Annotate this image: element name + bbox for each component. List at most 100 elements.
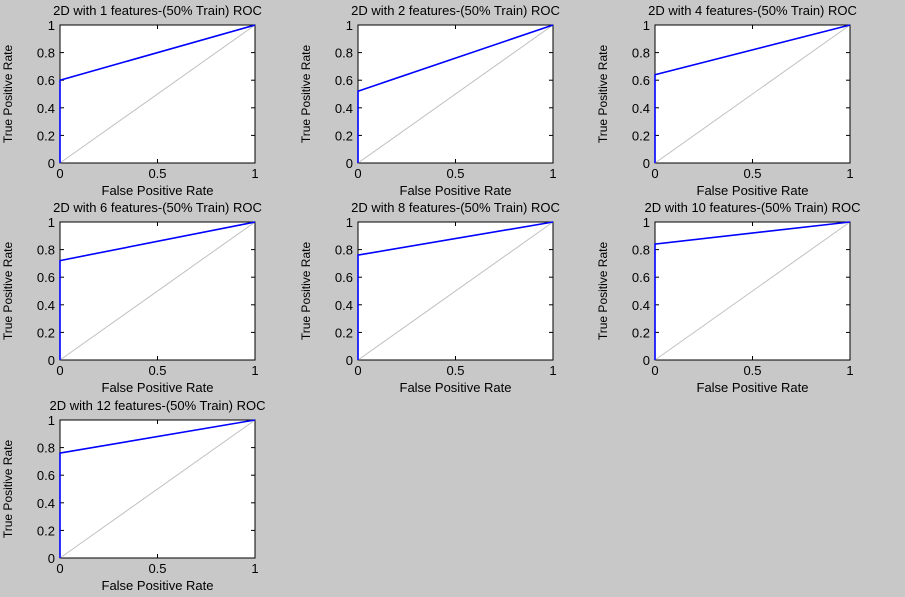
y-tick-label: 0 [346, 156, 353, 171]
x-tick-label: 0 [56, 363, 63, 378]
y-tick-label: 0.4 [632, 298, 650, 313]
x-tick-label: 0 [651, 363, 658, 378]
chart-title: 2D with 1 features-(50% Train) ROC [53, 3, 262, 18]
y-tick-label: 1 [48, 18, 55, 33]
y-tick-label: 0 [643, 353, 650, 368]
y-tick-label: 0.8 [37, 243, 55, 258]
y-tick-label: 0.4 [37, 101, 55, 116]
x-tick-label: 1 [846, 363, 853, 378]
chance-diagonal-line [357, 24, 554, 164]
y-tick-label: 0.2 [335, 128, 353, 143]
y-tick-label: 0.2 [335, 325, 353, 340]
y-tick-label: 1 [48, 413, 55, 428]
chart-title: 2D with 6 features-(50% Train) ROC [53, 200, 262, 215]
y-tick-label: 0.8 [632, 46, 650, 61]
x-tick-label: 1 [549, 166, 556, 181]
x-axis-label: False Positive Rate [697, 183, 809, 198]
x-tick-label: 0.5 [148, 561, 166, 576]
y-tick-label: 1 [48, 215, 55, 230]
roc-curve-line [654, 24, 851, 163]
x-tick-label: 0.5 [743, 363, 761, 378]
x-tick-label: 1 [251, 166, 258, 181]
x-axis-label: False Positive Rate [102, 380, 214, 395]
chance-diagonal-line [654, 221, 851, 361]
y-axis-label: True Positive Rate [1, 45, 15, 144]
y-tick-label: 1 [346, 18, 353, 33]
y-axis-label: True Positive Rate [1, 242, 15, 341]
x-tick-label: 1 [549, 363, 556, 378]
y-tick-label: 0.2 [37, 523, 55, 538]
x-tick-label: 0.5 [446, 363, 464, 378]
roc-subplot: 2D with 8 features-(50% Train) ROC 0 0.2 0.… [299, 200, 560, 395]
y-tick-label: 0.4 [37, 298, 55, 313]
chance-diagonal-line [654, 24, 851, 164]
roc-subplot: 2D with 6 features-(50% Train) ROC 0 0.2 0.… [1, 200, 262, 395]
roc-curve-line [654, 221, 851, 360]
x-axis-label: False Positive Rate [697, 380, 809, 395]
x-tick-label: 0 [354, 363, 361, 378]
y-tick-label: 0.2 [37, 128, 55, 143]
roc-subplot: 2D with 12 features-(50% Train) ROC 0 0.2 0… [1, 398, 266, 593]
chance-diagonal-line [59, 24, 256, 164]
y-tick-label: 0.2 [37, 325, 55, 340]
roc-subplot: 2D with 4 features-(50% Train) ROC 0 0.2 0.… [596, 3, 857, 198]
y-tick-label: 0.4 [632, 101, 650, 116]
y-tick-label: 0.8 [335, 243, 353, 258]
roc-curve-line [59, 221, 256, 360]
y-tick-label: 0 [643, 156, 650, 171]
y-tick-label: 0.6 [37, 73, 55, 88]
y-tick-label: 1 [643, 18, 650, 33]
chance-diagonal-line [59, 221, 256, 361]
roc-subplot: 2D with 2 features-(50% Train) ROC 0 0.2 0.… [299, 3, 560, 198]
y-tick-label: 0.8 [335, 46, 353, 61]
y-axis-label: True Positive Rate [299, 242, 313, 341]
chart-title: 2D with 10 features-(50% Train) ROC [644, 200, 860, 215]
y-tick-label: 0.6 [335, 270, 353, 285]
roc-subplot: 2D with 10 features-(50% Train) ROC 0 0.2 0… [596, 200, 861, 395]
y-tick-label: 0 [48, 551, 55, 566]
x-tick-label: 0 [651, 166, 658, 181]
roc-curve-line [357, 24, 554, 163]
roc-curve-line [59, 24, 256, 163]
y-axis-label: True Positive Rate [596, 45, 610, 144]
y-tick-label: 0.4 [335, 101, 353, 116]
x-tick-label: 0 [56, 561, 63, 576]
y-axis-label: True Positive Rate [596, 242, 610, 341]
y-tick-label: 0 [346, 353, 353, 368]
x-axis-label: False Positive Rate [102, 578, 214, 593]
chart-title: 2D with 4 features-(50% Train) ROC [648, 3, 857, 18]
x-tick-label: 0.5 [148, 363, 166, 378]
y-axis-label: True Positive Rate [1, 440, 15, 539]
y-tick-label: 0.6 [632, 270, 650, 285]
y-axis-label: True Positive Rate [299, 45, 313, 144]
roc-subplot: 2D with 1 features-(50% Train) ROC 0 0.2 0.… [1, 3, 262, 198]
x-tick-label: 1 [251, 363, 258, 378]
y-tick-label: 1 [346, 215, 353, 230]
y-tick-label: 0.6 [37, 270, 55, 285]
x-tick-label: 0 [354, 166, 361, 181]
roc-curve-line [357, 221, 554, 360]
y-tick-label: 0.2 [632, 325, 650, 340]
chart-title: 2D with 2 features-(50% Train) ROC [351, 3, 560, 18]
chance-diagonal-line [357, 221, 554, 361]
x-axis-label: False Positive Rate [102, 183, 214, 198]
roc-curve-line [59, 419, 256, 558]
chart-title: 2D with 12 features-(50% Train) ROC [49, 398, 265, 413]
chart-title: 2D with 8 features-(50% Train) ROC [351, 200, 560, 215]
x-axis-label: False Positive Rate [400, 183, 512, 198]
x-tick-label: 0 [56, 166, 63, 181]
y-tick-label: 0.6 [335, 73, 353, 88]
y-tick-label: 0 [48, 156, 55, 171]
x-tick-label: 0.5 [148, 166, 166, 181]
x-axis-label: False Positive Rate [400, 380, 512, 395]
y-tick-label: 0 [48, 353, 55, 368]
y-tick-label: 0.6 [632, 73, 650, 88]
y-tick-label: 0.8 [632, 243, 650, 258]
y-tick-label: 1 [643, 215, 650, 230]
y-tick-label: 0.4 [37, 496, 55, 511]
y-tick-label: 0.8 [37, 46, 55, 61]
y-tick-label: 0.4 [335, 298, 353, 313]
x-tick-label: 0.5 [743, 166, 761, 181]
y-tick-label: 0.2 [632, 128, 650, 143]
